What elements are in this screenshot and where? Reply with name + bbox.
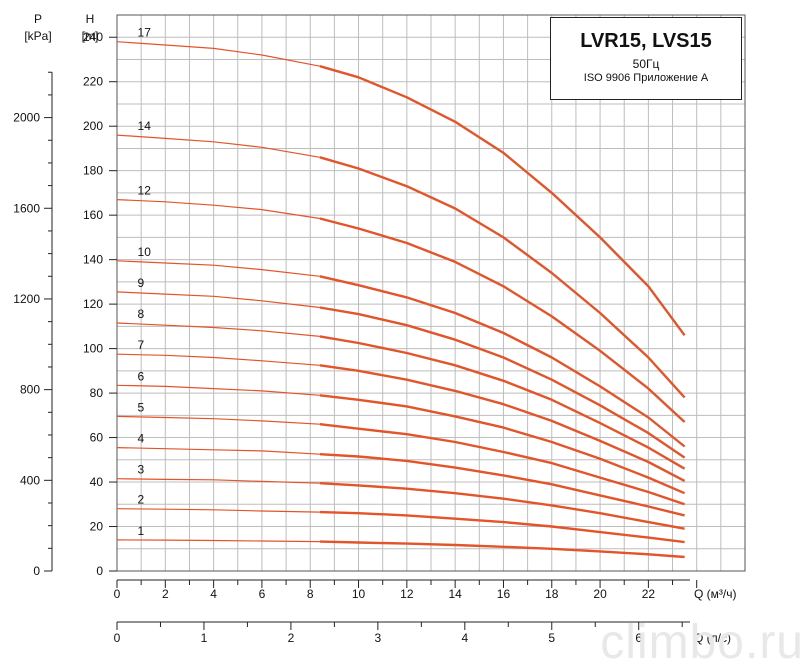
pump-curve-9-low-flow bbox=[116, 291, 320, 309]
h-axis-label: H bbox=[86, 12, 95, 26]
pump-curve-4-low-flow bbox=[116, 447, 320, 455]
q2-axis-tick-label: 4 bbox=[461, 631, 468, 645]
q-axis-tick-label: 22 bbox=[642, 587, 656, 601]
h-axis-tick-label: 160 bbox=[83, 208, 103, 222]
q-axis-tick-label: 0 bbox=[114, 587, 121, 601]
pump-curve-2 bbox=[319, 510, 685, 544]
h-axis-tick-label: 120 bbox=[83, 297, 103, 311]
watermark: climbo.ru bbox=[600, 616, 804, 669]
curve-label-14: 14 bbox=[138, 119, 152, 133]
pump-curve-12-low-flow bbox=[116, 199, 320, 220]
pump-curve-2-low-flow bbox=[116, 508, 320, 513]
h-axis-tick-label: 100 bbox=[83, 342, 103, 356]
q-axis-tick-label: 10 bbox=[352, 587, 366, 601]
pump-curve-1-low-flow bbox=[116, 539, 320, 543]
q-axis-tick-label: 8 bbox=[307, 587, 314, 601]
p-axis-tick-label: 1600 bbox=[13, 201, 40, 215]
q-axis-label: Q (м³/ч) bbox=[694, 587, 737, 601]
chart-standard: ISO 9906 Приложение А bbox=[583, 72, 709, 84]
chart-frequency: 50Гц bbox=[632, 57, 660, 71]
pump-curve-12 bbox=[319, 217, 686, 423]
h-axis-tick-label: 220 bbox=[83, 75, 103, 89]
p-axis-tick-label: 800 bbox=[20, 383, 40, 397]
pump-curve-6 bbox=[319, 394, 686, 495]
q-axis-tick-label: 2 bbox=[162, 587, 169, 601]
q2-axis-tick-label: 5 bbox=[548, 631, 555, 645]
curve-label-2: 2 bbox=[138, 493, 145, 507]
p-axis-tick-label: 1200 bbox=[13, 292, 40, 306]
curve-label-17: 17 bbox=[138, 26, 152, 40]
plot-frame bbox=[116, 14, 746, 572]
q-axis-tick-label: 14 bbox=[448, 587, 462, 601]
h-axis-tick-label: 80 bbox=[90, 386, 104, 400]
p-axis-unit: [kPa] bbox=[24, 29, 51, 43]
q-axis-tick-label: 20 bbox=[593, 587, 607, 601]
pump-curve-3 bbox=[319, 482, 685, 530]
q2-axis-tick-label: 2 bbox=[288, 631, 295, 645]
curve-label-8: 8 bbox=[138, 307, 145, 321]
h-axis-unit: [m] bbox=[82, 29, 99, 43]
h-axis-tick-label: 240 bbox=[83, 30, 103, 44]
h-axis-tick-label: 20 bbox=[90, 520, 104, 534]
p-axis-tick-label: 2000 bbox=[13, 111, 40, 125]
q-axis-tick-label: 16 bbox=[497, 587, 511, 601]
pump-curve-5 bbox=[319, 423, 685, 506]
curve-label-3: 3 bbox=[138, 463, 145, 477]
curve-label-4: 4 bbox=[138, 432, 145, 446]
curve-label-6: 6 bbox=[138, 369, 145, 383]
pump-curve-1 bbox=[319, 540, 685, 559]
curve-label-10: 10 bbox=[138, 245, 152, 259]
h-axis-tick-label: 200 bbox=[83, 119, 103, 133]
h-axis-tick-label: 180 bbox=[83, 164, 103, 178]
pump-curve-17-low-flow bbox=[116, 41, 321, 67]
chart-axes: 0204060801001201401601802002202400400800… bbox=[13, 30, 698, 645]
pump-curve-7-low-flow bbox=[116, 353, 320, 366]
q2-axis-label: Q (л/с) bbox=[694, 631, 731, 645]
q2-axis-tick-label: 0 bbox=[114, 631, 121, 645]
curve-label-1: 1 bbox=[138, 524, 145, 538]
pump-curve-6-low-flow bbox=[116, 384, 320, 396]
p-axis-tick-label: 0 bbox=[33, 564, 40, 578]
h-axis-tick-label: 0 bbox=[96, 564, 103, 578]
axis-units: P [kPa] H [m] Q (м³/ч) Q (л/с) bbox=[24, 12, 736, 645]
pump-curve-10-low-flow bbox=[116, 260, 320, 277]
chart-title: LVR15, LVS15 bbox=[580, 30, 712, 52]
curve-label-9: 9 bbox=[138, 276, 145, 290]
pump-curve-10 bbox=[319, 275, 686, 448]
q2-axis-tick-label: 1 bbox=[201, 631, 208, 645]
pump-curve-5-low-flow bbox=[116, 415, 320, 425]
curve-label-7: 7 bbox=[138, 338, 145, 352]
pump-curve-7 bbox=[319, 364, 686, 482]
pump-curves bbox=[116, 41, 686, 559]
curve-label-12: 12 bbox=[138, 184, 152, 198]
pump-curve-14 bbox=[319, 156, 686, 399]
curve-label-5: 5 bbox=[138, 400, 145, 414]
pump-curve-8-low-flow bbox=[116, 322, 320, 337]
pump-curve-4 bbox=[319, 453, 685, 517]
h-axis-tick-label: 40 bbox=[90, 475, 104, 489]
curve-labels: 17 14 12 10 9 8 7 6 5 4 3 2 1 bbox=[138, 26, 152, 538]
chart-title-box: LVR15, LVS15 50Гц ISO 9906 Приложение А bbox=[550, 17, 742, 100]
q2-axis-tick-label: 3 bbox=[375, 631, 382, 645]
q-axis-tick-label: 12 bbox=[400, 587, 414, 601]
q-axis-tick-label: 6 bbox=[259, 587, 266, 601]
p-axis-label: P bbox=[34, 12, 42, 26]
q-axis-tick-label: 4 bbox=[210, 587, 217, 601]
q2-axis-tick-label: 6 bbox=[635, 631, 642, 645]
h-axis-tick-label: 60 bbox=[90, 431, 104, 445]
q-axis-tick-label: 18 bbox=[545, 587, 559, 601]
pump-curve-9 bbox=[319, 306, 686, 459]
pump-curve-14-low-flow bbox=[116, 134, 321, 158]
h-axis-tick-label: 140 bbox=[83, 253, 103, 267]
pump-curve-17 bbox=[319, 65, 686, 337]
pump-curve-3-low-flow bbox=[116, 478, 320, 484]
p-axis-tick-label: 400 bbox=[20, 473, 40, 487]
pump-curve-8 bbox=[319, 335, 686, 470]
